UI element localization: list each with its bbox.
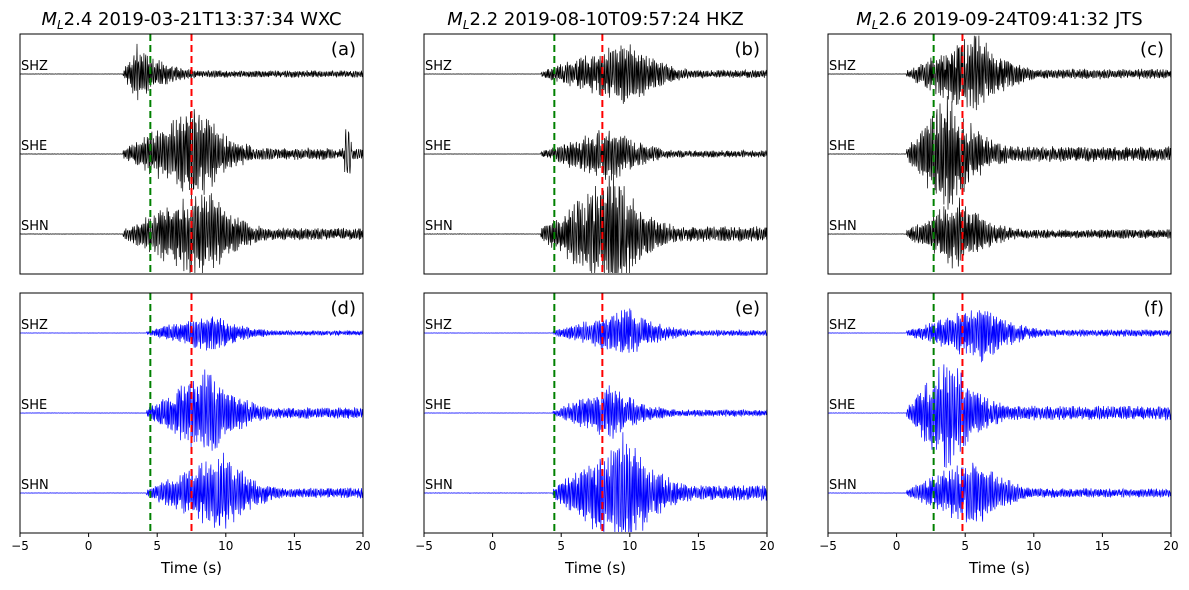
trace-shn xyxy=(20,452,364,529)
trace-she xyxy=(423,130,768,181)
x-tick-label: 20 xyxy=(759,539,774,553)
trace-shz xyxy=(20,43,364,101)
trace-shz xyxy=(19,316,364,351)
channel-label-shn: SHN xyxy=(21,219,49,234)
channel-label-shz: SHZ xyxy=(21,59,48,74)
panel-d: SHZ SHE SHN (d) −5 0 5 10 15 20 Time (s) xyxy=(11,292,371,577)
panel-frame xyxy=(827,292,1172,534)
panel-frame xyxy=(423,292,768,534)
panel-tag: (f) xyxy=(1144,298,1164,319)
x-tick-label: 15 xyxy=(287,539,302,553)
panel-tag: (a) xyxy=(331,39,356,60)
panel-frame xyxy=(827,33,1172,275)
panel-tag: (d) xyxy=(331,298,356,319)
x-axis-label: Time (s) xyxy=(968,559,1030,577)
panel-tag: (e) xyxy=(735,298,760,319)
title-magnitude-symbol: M xyxy=(856,9,872,30)
channel-label-she: SHE xyxy=(829,398,855,413)
channel-label-shz: SHZ xyxy=(425,59,452,74)
x-tick-label: −5 xyxy=(415,539,433,553)
trace-shz xyxy=(423,44,768,104)
panel-title: ML2.2 2019-08-10T09:57:24 HKZ xyxy=(447,9,743,32)
channel-label-she: SHE xyxy=(21,398,47,413)
title-magnitude-symbol: M xyxy=(41,9,57,30)
panel-frame xyxy=(19,33,364,275)
trace-she xyxy=(423,385,768,439)
x-tick-label: 0 xyxy=(893,539,901,553)
channel-label-shz: SHZ xyxy=(829,59,856,74)
panel-e: SHZ SHE SHN (e) −5 0 5 10 15 20 Time (s) xyxy=(415,292,775,577)
channel-label-shn: SHN xyxy=(829,219,857,234)
trace-shn xyxy=(827,462,1172,523)
x-tick-label: −5 xyxy=(11,539,29,553)
x-tick-label: 0 xyxy=(489,539,497,553)
trace-she xyxy=(827,95,1172,210)
x-tick-label: 10 xyxy=(622,539,637,553)
trace-she xyxy=(827,364,1172,468)
panel-title: ML2.6 2019-09-24T09:41:32 JTS xyxy=(856,9,1142,32)
x-tick-label: 10 xyxy=(1026,539,1041,553)
x-tick-label: 20 xyxy=(1163,539,1178,553)
panel-frame xyxy=(19,292,364,534)
title-magnitude-symbol: M xyxy=(447,9,463,30)
channel-label-shn: SHN xyxy=(425,219,453,234)
title-magnitude-subscript: L xyxy=(463,18,470,32)
x-tick-label: 15 xyxy=(1095,539,1110,553)
panel-b: ML2.2 2019-08-10T09:57:24 HKZ SHZ SHE SHN (b… xyxy=(423,9,768,275)
channel-label-shn: SHN xyxy=(829,478,857,493)
panel-frame xyxy=(423,33,768,275)
channel-label-she: SHE xyxy=(829,139,855,154)
trace-shz xyxy=(424,308,768,353)
panel-title: ML2.4 2019-03-21T13:37:34 WXC xyxy=(41,9,341,32)
x-tick-label: 5 xyxy=(961,539,969,553)
channel-label-she: SHE xyxy=(425,398,451,413)
trace-shn xyxy=(424,432,768,533)
title-event-label: 2.2 2019-08-10T09:57:24 HKZ xyxy=(470,9,744,30)
trace-shz xyxy=(827,35,1172,111)
title-event-label: 2.6 2019-09-24T09:41:32 JTS xyxy=(878,9,1142,30)
x-tick-label: −5 xyxy=(819,539,837,553)
title-magnitude-subscript: L xyxy=(872,18,879,32)
panel-tag: (b) xyxy=(735,39,760,60)
title-event-label: 2.4 2019-03-21T13:37:34 WXC xyxy=(64,9,342,30)
channel-label-she: SHE xyxy=(21,139,47,154)
channel-label-shz: SHZ xyxy=(829,318,856,333)
channel-label-she: SHE xyxy=(425,139,451,154)
trace-shn xyxy=(827,197,1172,269)
x-tick-label: 10 xyxy=(218,539,233,553)
channel-label-shz: SHZ xyxy=(425,318,452,333)
trace-shz xyxy=(827,310,1172,363)
channel-label-shz: SHZ xyxy=(21,318,48,333)
x-tick-label: 15 xyxy=(691,539,706,553)
panel-tag: (c) xyxy=(1140,39,1164,60)
x-axis-label: Time (s) xyxy=(564,559,626,577)
trace-shn xyxy=(423,173,768,274)
x-axis-label: Time (s) xyxy=(160,559,222,577)
panel-a: ML2.4 2019-03-21T13:37:34 WXC SHZ SHE SHN (a… xyxy=(19,9,364,275)
channel-label-shn: SHN xyxy=(21,478,49,493)
x-tick-label: 5 xyxy=(557,539,565,553)
channel-label-shn: SHN xyxy=(425,478,453,493)
x-tick-label: 20 xyxy=(355,539,370,553)
x-tick-label: 0 xyxy=(85,539,93,553)
title-magnitude-subscript: L xyxy=(57,18,64,32)
panel-f: SHZ SHE SHN (f) −5 0 5 10 15 20 Time (s) xyxy=(819,292,1179,577)
panel-c: ML2.6 2019-09-24T09:41:32 JTS SHZ SHE SHN (c… xyxy=(827,9,1172,275)
x-tick-label: 5 xyxy=(153,539,161,553)
